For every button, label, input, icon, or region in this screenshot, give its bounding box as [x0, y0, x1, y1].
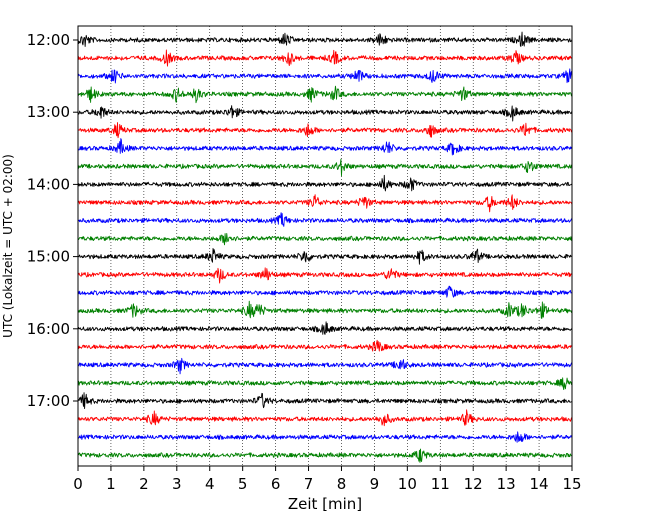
- y-tick-label: 15:00: [27, 248, 70, 266]
- x-tick-label: 2: [139, 475, 149, 493]
- trace-1245: [77, 85, 573, 104]
- trace-1445: [77, 233, 573, 246]
- trace-1345: [77, 158, 573, 177]
- trace-1715: [77, 409, 573, 427]
- trace-1600: [77, 321, 573, 335]
- trace-lines: [77, 31, 573, 463]
- trace-1300: [77, 105, 573, 122]
- x-tick-label: 11: [431, 475, 450, 493]
- y-tick-label: 17:00: [27, 392, 70, 410]
- trace-1730: [77, 431, 573, 443]
- trace-1645: [77, 377, 573, 391]
- x-tick-label: 3: [172, 475, 182, 493]
- y-tick-label: 12:00: [27, 31, 70, 49]
- y-tick-label: 16:00: [27, 320, 70, 338]
- x-tick-label: 10: [398, 475, 417, 493]
- y-tick-label: 14:00: [27, 175, 70, 193]
- x-tick-label: 4: [205, 475, 215, 493]
- x-tick-label: 5: [238, 475, 248, 493]
- x-tick-label: 14: [530, 475, 549, 493]
- x-tick-label: 15: [562, 475, 581, 493]
- trace-1630: [77, 357, 573, 375]
- trace-1215: [77, 49, 573, 67]
- plot-frame: [77, 25, 573, 467]
- trace-1430: [77, 212, 573, 227]
- x-tick-label: 12: [464, 475, 483, 493]
- trace-1500: [77, 247, 573, 265]
- y-axis-label: UTC (Lokalzeit = UTC + 02:00): [1, 154, 15, 338]
- x-tick-label: 8: [337, 475, 347, 493]
- x-tick-label: 0: [73, 475, 83, 493]
- trace-1330: [77, 138, 573, 156]
- trace-1415: [77, 194, 573, 213]
- trace-1700: [77, 392, 573, 410]
- x-tick-label: 1: [106, 475, 116, 493]
- trace-1545: [77, 300, 573, 319]
- trace-1230: [77, 68, 573, 84]
- x-axis-label: Zeit [min]: [288, 495, 362, 513]
- plot-background: [78, 26, 572, 466]
- x-tick-label: 9: [370, 475, 380, 493]
- x-axis-ticks: 0 1 2 3 4 5 6 7 8 9 10 11 12 13 14 15: [73, 466, 582, 493]
- trace-1745: [77, 448, 573, 463]
- trace-1315: [77, 122, 573, 139]
- trace-1530: [77, 285, 573, 298]
- y-axis-ticks: 12:00 13:00 14:00 15:00 16:00 17:00: [27, 31, 78, 410]
- y-tick-label: 13:00: [27, 103, 70, 121]
- x-tick-label: 7: [304, 475, 314, 493]
- trace-1200: [77, 31, 573, 47]
- trace-1515: [77, 267, 573, 284]
- x-tick-label: 6: [271, 475, 281, 493]
- trace-1400: [77, 174, 573, 192]
- trace-1615: [77, 339, 573, 352]
- x-tick-label: 13: [497, 475, 516, 493]
